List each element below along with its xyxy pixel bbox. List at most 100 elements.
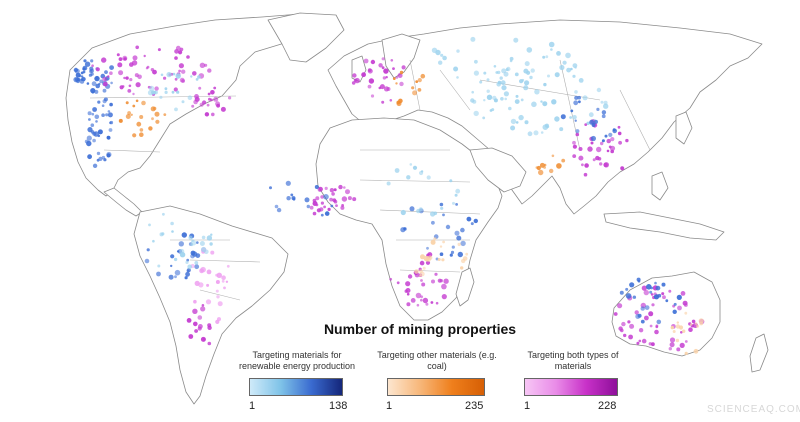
mining-property-dot <box>154 111 160 117</box>
mining-property-dot <box>601 139 605 143</box>
mining-property-dot <box>534 89 540 95</box>
mining-property-dot <box>479 80 483 84</box>
mining-property-dot <box>531 101 537 108</box>
mining-property-dot <box>574 119 577 122</box>
mining-property-dot <box>680 291 686 296</box>
indonesia-landmass <box>603 211 725 241</box>
mining-property-dot <box>420 279 423 282</box>
mining-property-dot <box>578 100 581 104</box>
mining-property-dot <box>419 170 424 176</box>
mining-property-dot <box>206 269 212 275</box>
mining-property-dot <box>526 47 533 53</box>
mining-property-dot <box>599 162 603 166</box>
mining-property-dot <box>188 334 194 339</box>
mining-property-dot <box>135 82 141 88</box>
mining-property-dot <box>368 78 375 84</box>
mining-property-dot <box>416 303 420 307</box>
mining-property-dot <box>204 249 209 255</box>
mining-property-dot <box>159 232 164 237</box>
mining-property-dot <box>181 100 185 104</box>
mining-property-dot <box>213 86 217 90</box>
mining-property-dot <box>547 74 550 78</box>
mining-property-dot <box>320 201 324 205</box>
mining-property-dot <box>601 114 606 119</box>
mining-property-dot <box>91 91 95 94</box>
mining-property-dot <box>118 118 123 123</box>
mining-property-dot <box>573 100 579 106</box>
mining-property-dot <box>92 138 96 143</box>
mining-property-dot <box>409 206 415 212</box>
mining-property-dot <box>508 106 512 111</box>
mining-property-dot <box>202 100 207 105</box>
mining-property-dot <box>73 77 79 83</box>
mining-property-dot <box>530 68 535 73</box>
mining-property-dot <box>269 186 272 190</box>
mining-property-dot <box>406 292 410 296</box>
mining-property-dot <box>338 184 343 190</box>
mining-property-dot <box>684 351 688 355</box>
mining-property-dot <box>610 137 615 142</box>
mining-property-dot <box>343 186 346 189</box>
mining-property-dot <box>617 131 622 136</box>
mining-property-dot <box>215 289 219 293</box>
mining-property-dot <box>638 339 642 343</box>
mining-property-dot <box>185 271 191 277</box>
mining-property-dot <box>148 223 151 227</box>
philippines-landmass <box>651 171 669 201</box>
mining-property-dot <box>202 337 206 341</box>
mining-property-dot <box>312 198 317 203</box>
mining-property-dot <box>677 305 682 311</box>
mining-property-dot <box>186 55 190 59</box>
mining-property-dot <box>90 123 95 127</box>
mining-property-dot <box>220 106 226 112</box>
mining-property-dot <box>651 342 655 347</box>
mining-property-dot <box>196 241 199 244</box>
mining-property-dot <box>636 341 640 345</box>
mining-property-dot <box>198 86 202 90</box>
mining-property-dot <box>125 114 131 119</box>
mining-property-dot <box>207 92 211 96</box>
mining-property-dot <box>83 59 87 63</box>
mining-property-dot <box>291 196 296 201</box>
central-america-landmass <box>103 187 143 217</box>
mining-property-dot <box>440 206 444 210</box>
mining-property-dot <box>582 95 588 101</box>
mining-property-dot <box>540 100 543 103</box>
mining-property-dot <box>193 321 198 327</box>
mining-property-dot <box>608 132 613 137</box>
mining-property-dot <box>94 114 100 120</box>
mining-property-dot <box>150 68 155 72</box>
mining-property-dot <box>123 76 126 80</box>
mining-property-dot <box>492 95 497 101</box>
mining-property-dot <box>540 131 544 134</box>
mining-property-dot <box>574 90 578 94</box>
mining-property-dot <box>323 205 326 209</box>
mining-property-dot <box>551 154 555 158</box>
mining-property-dot <box>673 302 677 306</box>
mining-property-dot <box>430 301 434 304</box>
mining-property-dot <box>426 175 431 180</box>
mining-property-dot <box>546 125 550 129</box>
mining-property-dot <box>675 324 681 329</box>
mining-property-dot <box>118 70 124 76</box>
legend-title: Number of mining properties <box>323 321 517 337</box>
mining-property-dot <box>191 104 195 108</box>
mining-property-dot <box>618 140 622 145</box>
mining-property-dot <box>543 82 547 87</box>
mining-property-dot <box>226 264 230 268</box>
mining-property-dot <box>154 90 158 95</box>
legend-other-min: 1 <box>386 400 393 412</box>
mining-property-dot <box>453 66 459 72</box>
mining-property-dot <box>215 273 219 277</box>
mining-property-dot <box>125 101 129 105</box>
mining-property-dot <box>691 319 696 324</box>
mining-property-dot <box>379 84 385 90</box>
mining-property-dot <box>442 55 447 61</box>
mining-property-dot <box>82 67 85 71</box>
mining-property-dot <box>524 80 530 86</box>
mining-property-dot <box>596 107 600 111</box>
mining-property-dot <box>434 272 438 276</box>
mining-property-dot <box>116 53 120 57</box>
mining-property-dot <box>578 155 584 161</box>
mining-property-dot <box>562 60 567 65</box>
